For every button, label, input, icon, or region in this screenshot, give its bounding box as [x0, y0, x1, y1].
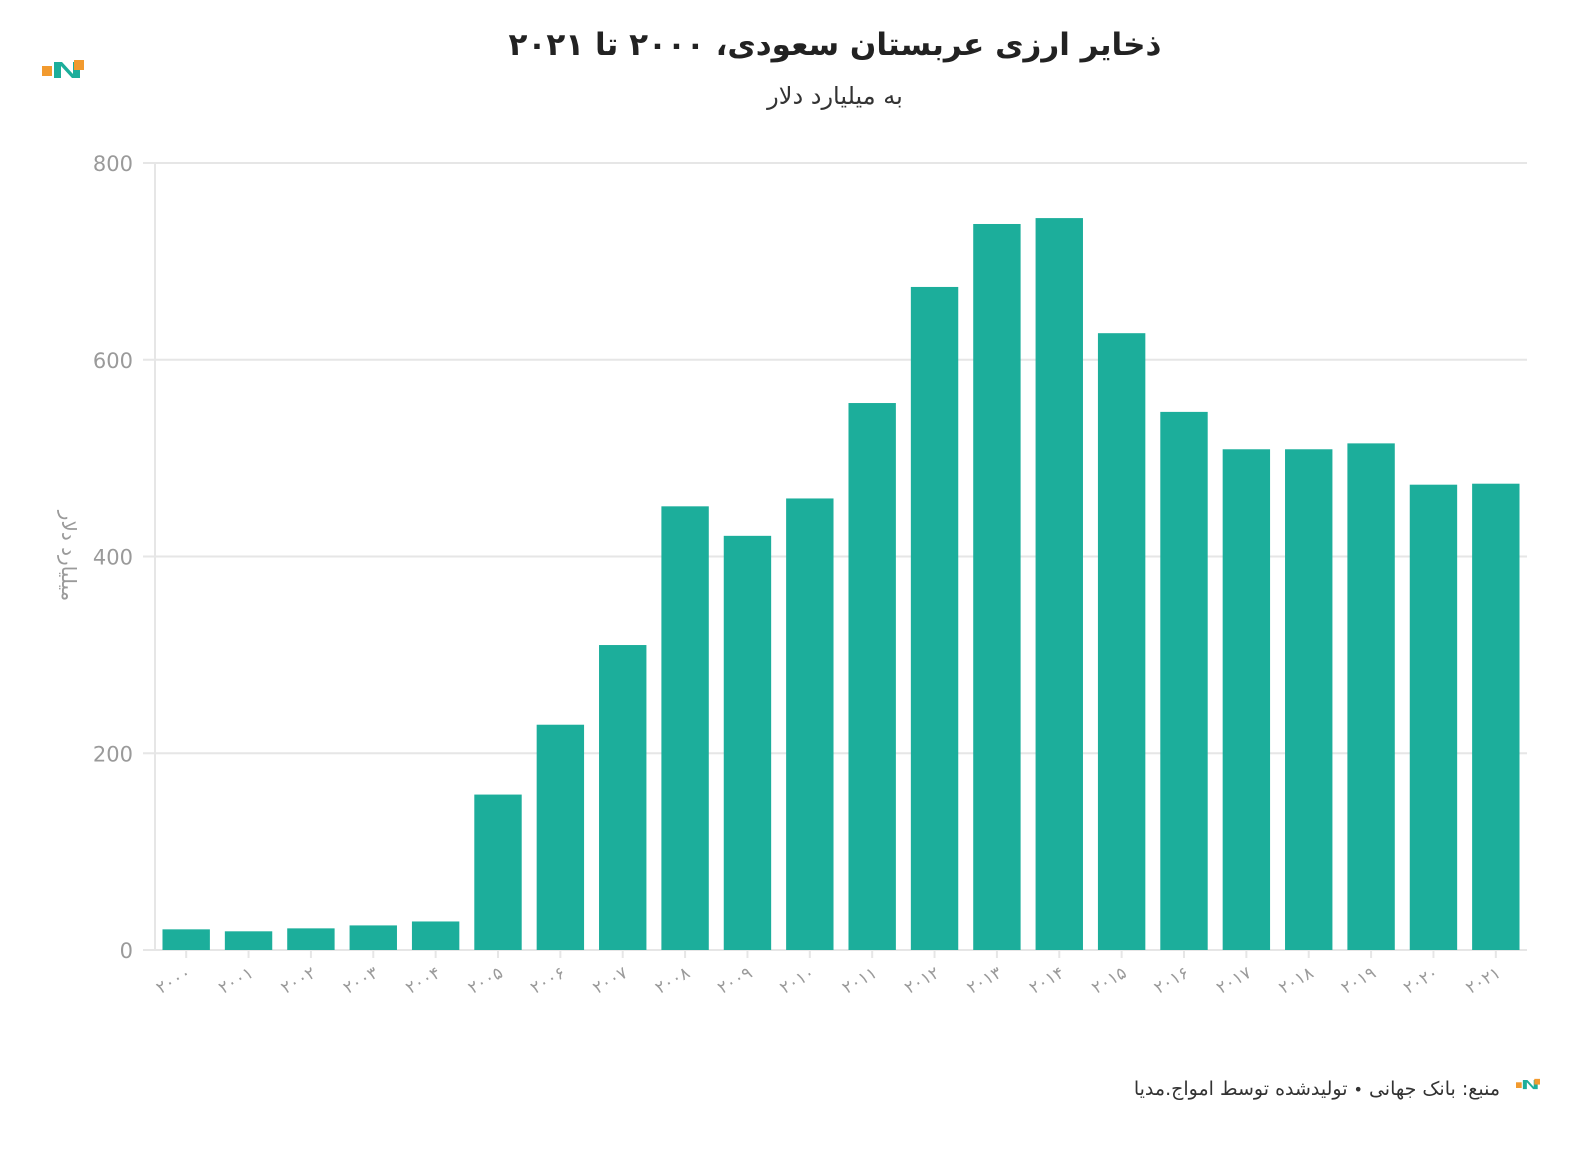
x-tick-label: ۲۰۱۰	[777, 963, 819, 999]
x-tick-label: ۲۰۲۰	[1400, 963, 1442, 999]
chart-title: ذخایر ارزی عربستان سعودی، ۲۰۰۰ تا ۲۰۲۱	[509, 27, 1162, 63]
x-tick-label: ۲۰۱۶	[1151, 963, 1193, 999]
x-axis-ticks: ۲۰۰۰ ۲۰۰۱ ۲۰۰۲ ۲۰۰۳ ۲۰۰۴ ۲۰۰۵ ۲۰۰۶ ۲۰۰۷ ۲۰۰۸ ۲۰۰۹…	[153, 950, 1504, 999]
x-tick-label: ۲۰۰۴	[402, 963, 444, 999]
x-tick-label: ۲۰۱۲	[901, 963, 943, 999]
bar[interactable]	[1160, 411, 1208, 950]
bar[interactable]	[474, 794, 522, 950]
y-axis-label: میلیارد دلار	[57, 510, 81, 601]
source-label: منبع: بانک جهانی	[1368, 1078, 1500, 1100]
x-tick-label: ۲۰۰۹	[714, 963, 756, 999]
bar[interactable]	[1347, 443, 1395, 950]
footer-logo-icon[interactable]	[1516, 1077, 1540, 1091]
x-tick-label: ۲۰۱۳	[964, 963, 1006, 999]
x-tick-label: ۲۰۰۳	[340, 963, 382, 999]
x-tick-label: ۲۰۰۶	[527, 963, 569, 999]
bar[interactable]	[1409, 484, 1458, 950]
bar[interactable]	[536, 724, 585, 950]
footer-separator: •	[1353, 1079, 1363, 1099]
y-tick-label: 600	[93, 349, 133, 373]
x-tick-label: ۲۰۰۸	[652, 963, 694, 999]
chart-subtitle: به میلیارد دلار	[766, 82, 903, 110]
x-tick-label: ۲۰۰۱	[215, 963, 257, 999]
bar[interactable]	[411, 921, 460, 950]
x-tick-label: ۲۰۱۵	[1088, 963, 1130, 999]
y-tick-label: 800	[93, 152, 133, 176]
bar[interactable]	[848, 403, 896, 950]
bar[interactable]	[661, 506, 709, 950]
x-tick-label: ۲۰۰۰	[153, 963, 195, 999]
footer-credit: منبع: بانک جهانی • تولیدشده توسط امواج.م…	[1134, 1074, 1500, 1104]
x-tick-label: ۲۰۱۴	[1026, 963, 1068, 999]
bar[interactable]	[1035, 218, 1083, 951]
bar[interactable]	[1222, 449, 1271, 950]
bar[interactable]	[349, 925, 397, 950]
bar[interactable]	[910, 286, 959, 950]
amwaj-media-logo-icon[interactable]	[42, 58, 84, 80]
y-axis-ticks: 0 200 400 600 800	[93, 152, 133, 963]
bar[interactable]	[599, 645, 647, 950]
bar[interactable]	[224, 931, 273, 950]
y-tick-label: 200	[93, 742, 133, 766]
bar[interactable]	[973, 223, 1021, 950]
y-tick-label: 0	[120, 939, 133, 963]
x-tick-label: ۲۰۲۱	[1463, 963, 1505, 999]
bar[interactable]	[1472, 483, 1520, 950]
producer-credit: تولیدشده توسط امواج.مدیا	[1133, 1078, 1348, 1100]
x-tick-label: ۲۰۱۹	[1338, 963, 1380, 999]
x-tick-label: ۲۰۱۱	[839, 963, 881, 999]
x-tick-label: ۲۰۰۷	[590, 963, 632, 999]
bar[interactable]	[1285, 449, 1333, 950]
x-tick-label: ۲۰۰۵	[465, 963, 507, 999]
x-tick-label: ۲۰۱۸	[1276, 963, 1318, 999]
bar[interactable]	[287, 928, 335, 950]
x-tick-label: ۲۰۱۷	[1213, 963, 1255, 999]
bar[interactable]	[162, 929, 210, 950]
bar[interactable]	[723, 535, 772, 950]
bar[interactable]	[786, 498, 834, 950]
bars	[162, 218, 1520, 951]
y-tick-label: 400	[93, 546, 133, 570]
bar[interactable]	[1097, 333, 1146, 951]
x-tick-label: ۲۰۰۲	[278, 963, 320, 999]
